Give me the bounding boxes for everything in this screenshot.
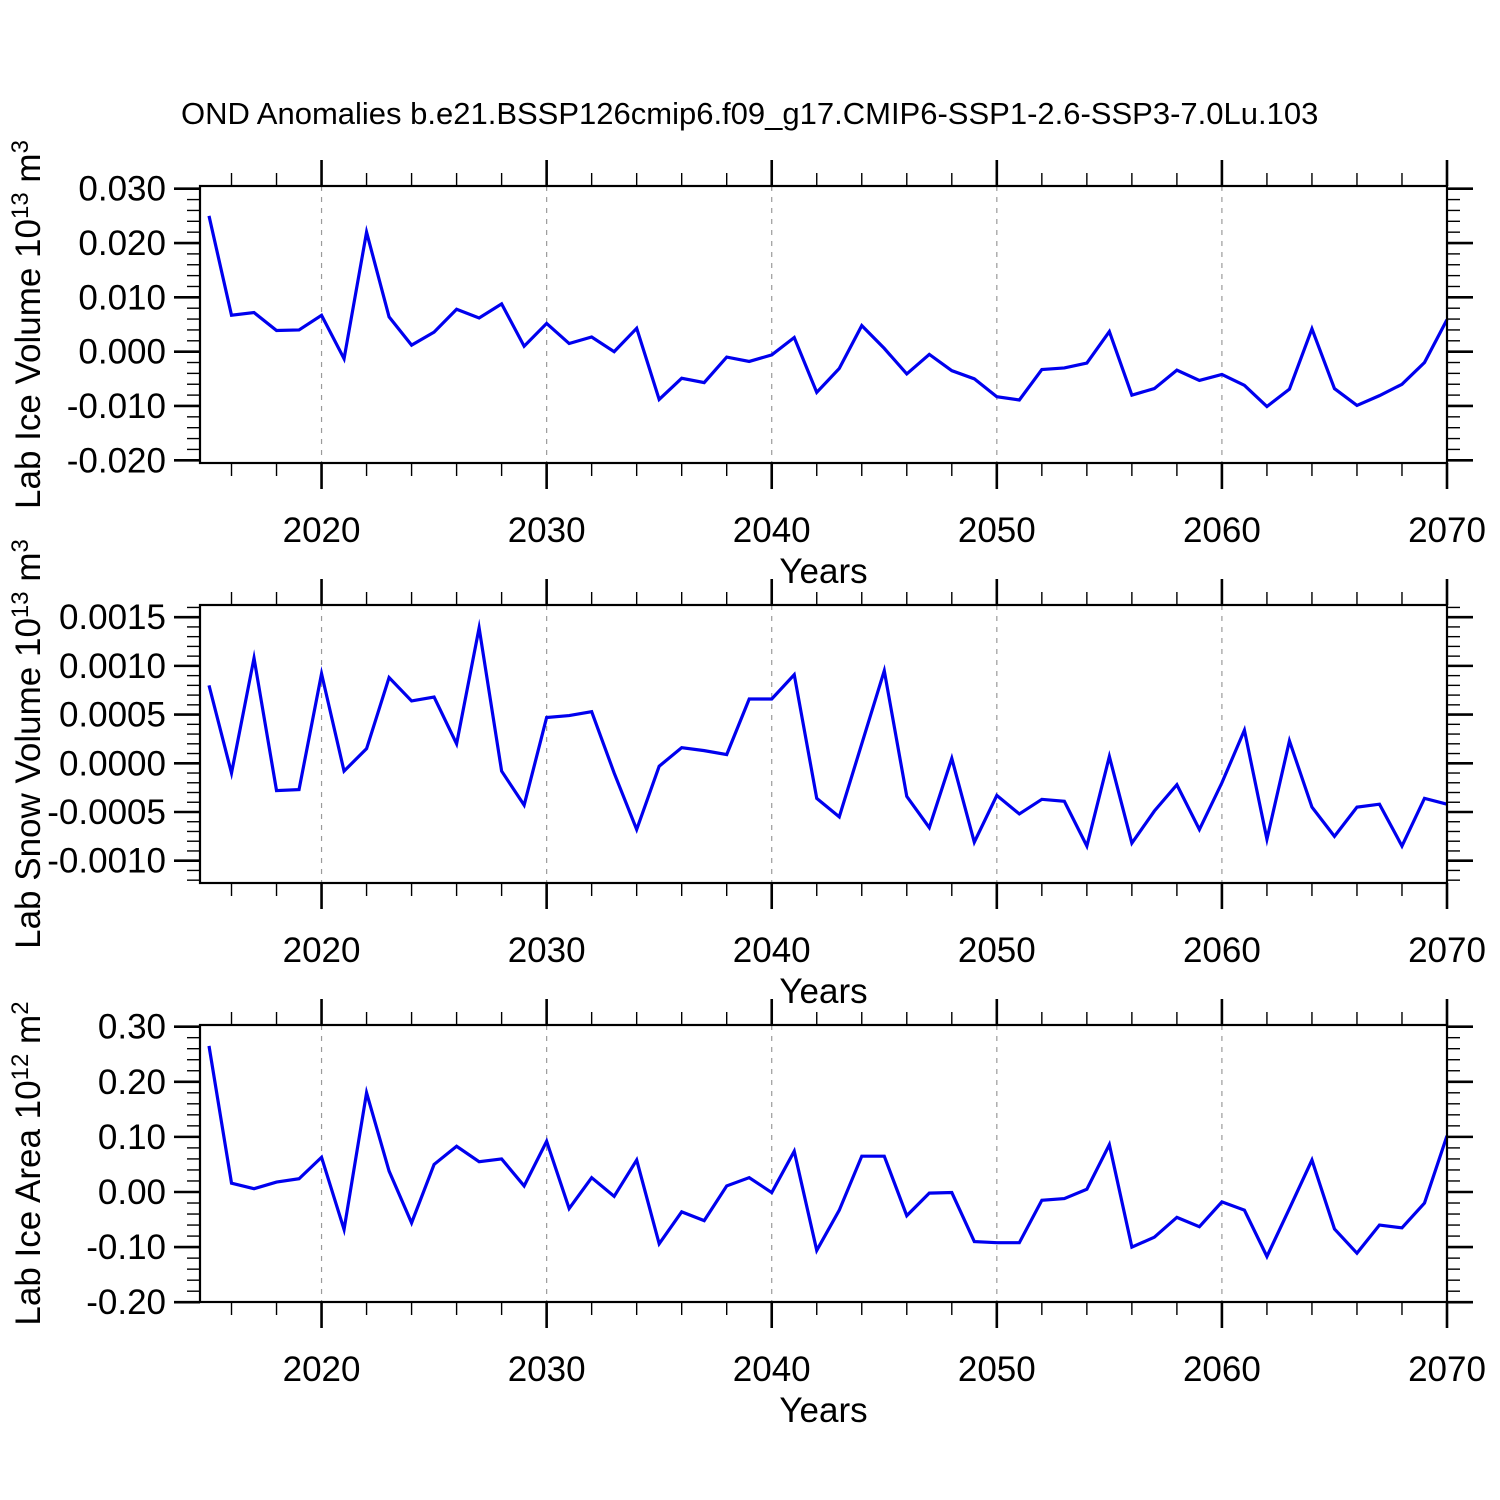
y-tick-label: -0.010: [67, 387, 166, 426]
superscript: 3: [7, 140, 34, 153]
superscript: 12: [7, 1054, 34, 1081]
panel-lab-ice-volume: 0.030 0.020 0.010 0.000 -0.010 -0.020 2020 2030…: [7, 140, 1486, 591]
x-tick-label: 2070: [1408, 511, 1486, 550]
y-tick-label: 0.020: [78, 224, 166, 263]
series-line-lab-ice-area: [207, 1045, 1449, 1261]
y-tick-label: -0.0005: [47, 793, 166, 832]
label-text: Lab Ice Area 10: [9, 1080, 48, 1325]
y-tick-label: 0.010: [78, 278, 166, 317]
x-tick-label: 2030: [508, 1350, 586, 1389]
figure-title: OND Anomalies b.e21.BSSP126cmip6.f09_g17…: [181, 96, 1319, 131]
x-tick-label: 2020: [283, 1350, 361, 1389]
y-tick-label: 0.0000: [59, 744, 166, 783]
x-tick-label: 2040: [733, 1350, 811, 1389]
label-text: m: [9, 153, 48, 192]
label-text: m: [9, 552, 48, 591]
label-text: Lab Ice Volume 10: [9, 219, 48, 509]
y-axis-title-lab-ice-volume: Lab Ice Volume 1013 m3: [7, 140, 48, 509]
y-tick-label: 0.0015: [59, 598, 166, 637]
y-axis-title-lab-ice-area: Lab Ice Area 1012 m2: [7, 1001, 48, 1325]
panel-lab-snow-volume: 0.0015 0.0010 0.0005 0.0000 -0.0005 -0.0010 20…: [7, 539, 1486, 1011]
y-tick-label: 0.00: [98, 1173, 166, 1212]
y-tick-label: 0.10: [98, 1118, 166, 1157]
plot-box: [198, 184, 1449, 465]
y-tick-label: 0.030: [78, 170, 166, 209]
y-tick-label: 0.0005: [59, 696, 166, 735]
y-tick-label: 0.20: [98, 1063, 166, 1102]
x-tick-label: 2070: [1408, 1350, 1486, 1389]
superscript: 13: [7, 192, 34, 219]
superscript: 13: [7, 591, 34, 618]
x-tick-label: 2060: [1183, 931, 1261, 970]
x-tick-label: 2050: [958, 931, 1036, 970]
x-tick-label: 2040: [733, 931, 811, 970]
y-tick-label: 0.000: [78, 333, 166, 372]
x-tick-label: 2040: [733, 511, 811, 550]
series-line-lab-ice-volume: [207, 215, 1449, 409]
x-axis-title: Years: [779, 552, 867, 591]
x-tick-label: 2050: [958, 1350, 1036, 1389]
x-tick-label: 2030: [508, 511, 586, 550]
panel-lab-ice-area: 0.30 0.20 0.10 0.00 -0.10 -0.20 2020 2030 2040 20…: [7, 999, 1486, 1430]
label-text: m: [9, 1015, 48, 1054]
y-tick-label: -0.020: [67, 441, 166, 480]
y-tick-label: -0.20: [86, 1283, 166, 1322]
label-text: Lab Snow Volume 10: [9, 618, 48, 949]
x-tick-label: 2020: [283, 511, 361, 550]
y-tick-label: 0.30: [98, 1008, 166, 1047]
x-axis-title: Years: [779, 972, 867, 1011]
x-tick-label: 2050: [958, 511, 1036, 550]
y-tick-label: -0.10: [86, 1228, 166, 1267]
superscript: 2: [7, 1001, 34, 1014]
series-line-lab-snow-volume: [207, 618, 1448, 851]
y-tick-label: 0.0010: [59, 647, 166, 686]
x-tick-label: 2070: [1408, 931, 1486, 970]
x-tick-label: 2030: [508, 931, 586, 970]
x-tick-label: 2020: [283, 931, 361, 970]
x-tick-label: 2060: [1183, 511, 1261, 550]
plot-box: [198, 603, 1449, 885]
superscript: 3: [7, 539, 34, 552]
y-tick-label: -0.0010: [47, 842, 166, 881]
y-axis-title-lab-snow-volume: Lab Snow Volume 1013 m3: [7, 539, 48, 949]
x-tick-label: 2060: [1183, 1350, 1261, 1389]
x-axis-title: Years: [779, 1391, 867, 1430]
plot-box: [198, 1023, 1449, 1304]
